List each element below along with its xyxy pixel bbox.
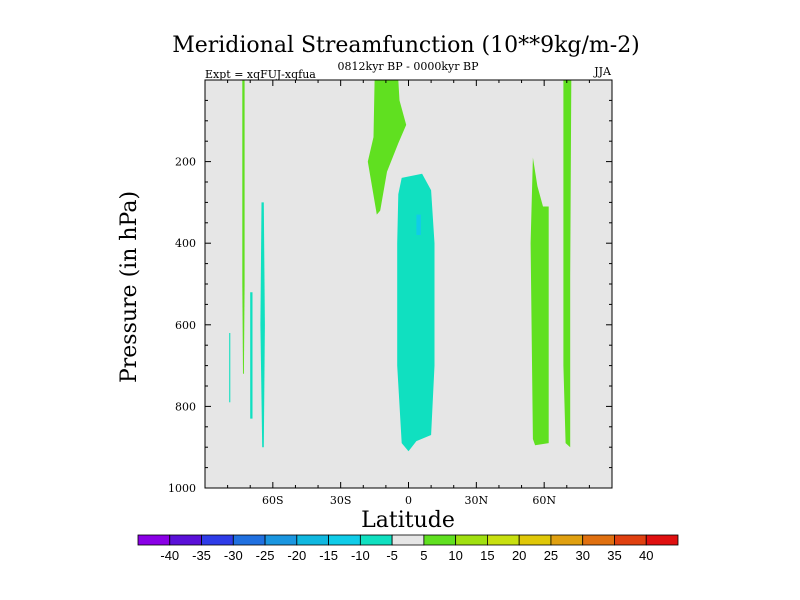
colorbar-label: -30	[224, 548, 243, 563]
colorbar-bin	[296, 534, 329, 546]
y-tick-label: 200	[175, 156, 196, 169]
experiment-label: Expt = xqFUJ-xqfua	[205, 68, 316, 81]
colorbar-bin	[137, 534, 171, 546]
contour-region-positive-strip-55N	[530, 157, 549, 446]
x-tick-label: 60N	[532, 494, 556, 507]
colorbar-bin	[169, 534, 202, 546]
colorbar-label: -10	[351, 548, 370, 563]
colorbar-label: -40	[160, 548, 179, 563]
x-tick-label: 60S	[262, 494, 284, 507]
contour-region-negative-strip-65S	[260, 202, 265, 448]
colorbar-label: -15	[319, 548, 338, 563]
x-tick-label: 30N	[465, 494, 489, 507]
colorbar: -40 -35 -30 -25 -20 -15 -10 -5 5 10 15 20 25 30 35 40	[137, 534, 679, 563]
contour-region-negative-sliver-88S	[229, 333, 231, 403]
colorbar-bin	[518, 534, 552, 546]
colorbar-bin	[455, 534, 488, 546]
y-tick-label: 800	[175, 400, 196, 413]
colorbar-label: 25	[544, 548, 558, 563]
colorbar-label: -25	[256, 548, 275, 563]
colorbar-label: 30	[575, 548, 589, 563]
colorbar-bin	[328, 534, 361, 546]
colorbar-label: 20	[512, 548, 526, 563]
colorbar-bin	[359, 534, 393, 546]
colorbar-label: -5	[386, 548, 398, 563]
colorbar-bin	[582, 534, 615, 546]
contour-region-positive-strip-70N	[563, 80, 572, 448]
colorbar-bin	[201, 534, 234, 546]
contour-region-negative-equatorial-cell	[397, 173, 435, 452]
colorbar-bin	[645, 534, 679, 546]
x-axis-title: Latitude	[361, 508, 455, 533]
y-tick-label: 600	[175, 319, 196, 332]
x-axis: 60S 30S 0 30N 60N	[204, 80, 613, 507]
y-tick-label: 1000	[168, 482, 196, 495]
contour-region-positive-upper-15S	[367, 80, 407, 215]
colorbar-bin	[232, 534, 266, 546]
contour-region-positive-strip-80S	[242, 80, 245, 374]
colorbar-bin	[550, 534, 584, 546]
colorbar-label: -35	[192, 548, 211, 563]
colorbar-bin	[487, 534, 520, 546]
colorbar-label: 15	[480, 548, 494, 563]
colorbar-bin	[614, 534, 647, 546]
x-tick-label: 0	[405, 494, 412, 507]
contour-region-negative-sliver-72S	[250, 292, 253, 419]
contour-regions	[229, 80, 572, 452]
colorbar-label: 35	[607, 548, 621, 563]
colorbar-label: 10	[448, 548, 462, 563]
y-tick-label: 400	[175, 237, 196, 250]
season-label: JJA	[593, 65, 612, 78]
colorbar-bin	[391, 534, 425, 546]
colorbar-label: -20	[287, 548, 306, 563]
chart-title: Meridional Streamfunction (10**9kg/m-2)	[172, 33, 640, 58]
x-tick-label: 30S	[330, 494, 352, 507]
colorbar-bin	[264, 534, 298, 546]
period-label: 0812kyr BP - 0000kyr BP	[338, 60, 480, 73]
colorbar-label: 40	[639, 548, 653, 563]
y-axis-title: Pressure (in hPa)	[117, 191, 142, 383]
y-axis: 200 400 600 800 1000	[168, 79, 612, 495]
contour-region-negative-core-equator	[416, 214, 421, 235]
colorbar-bin	[423, 534, 457, 546]
colorbar-label: 5	[420, 548, 427, 563]
